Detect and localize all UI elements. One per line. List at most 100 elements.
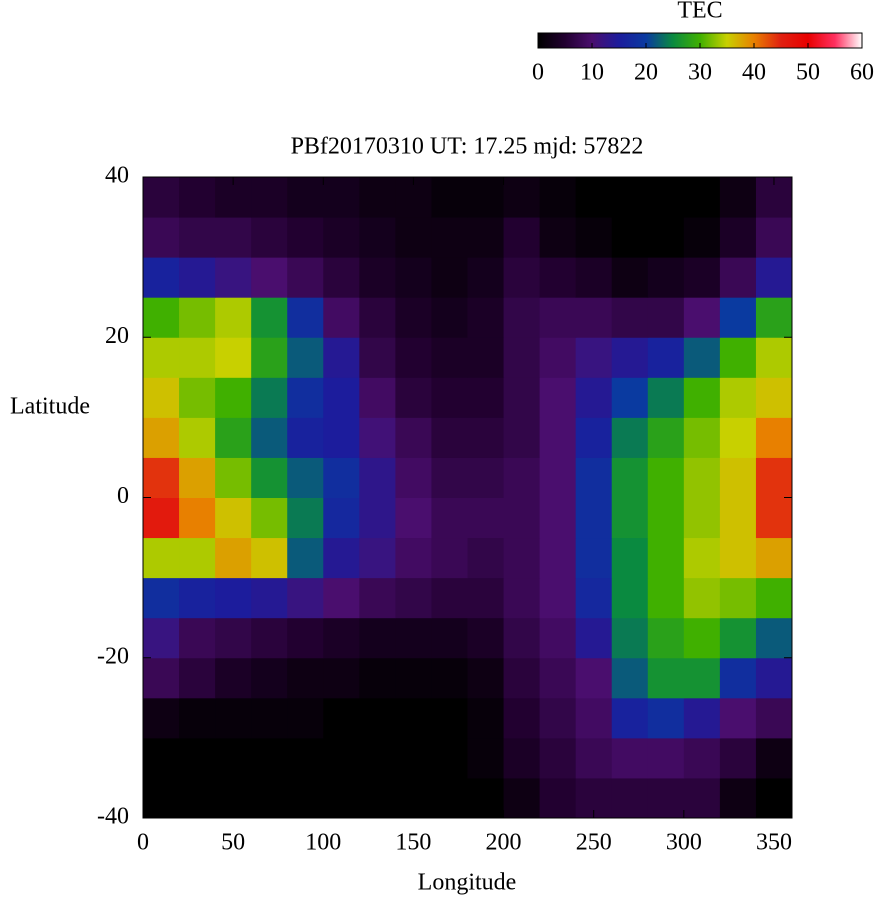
x-tick-label: 0 <box>137 830 149 856</box>
heatmap-cell <box>179 497 216 539</box>
heatmap-cell <box>179 697 216 739</box>
heatmap-cell <box>251 217 288 258</box>
x-tick-label: 300 <box>666 830 702 856</box>
heatmap-cell <box>323 457 360 498</box>
heatmap-cell <box>287 177 324 218</box>
heatmap-cell <box>719 497 757 539</box>
heatmap-cell <box>503 337 541 378</box>
x-tick-label: 150 <box>395 830 431 856</box>
heatmap-cell <box>539 577 577 619</box>
heatmap-cell <box>755 417 793 458</box>
heatmap-cell <box>467 337 505 378</box>
heatmap-cell <box>323 297 360 338</box>
heatmap-cell <box>431 377 468 418</box>
heatmap-cell <box>143 337 180 378</box>
heatmap-cell <box>215 617 252 659</box>
y-axis-label: Latitude <box>10 394 90 420</box>
heatmap-cell <box>359 537 396 579</box>
heatmap-cell <box>395 697 432 739</box>
heatmap-cell <box>395 337 432 378</box>
heatmap-cell <box>683 177 721 218</box>
heatmap-cell <box>287 537 324 579</box>
heatmap-cell <box>431 457 468 498</box>
heatmap-cell <box>575 617 613 659</box>
heatmap-cell <box>395 377 432 418</box>
heatmap-cell <box>251 777 288 819</box>
heatmap-cell <box>539 257 577 298</box>
heatmap-cell <box>143 617 180 659</box>
heatmap-cell <box>287 417 324 458</box>
heatmap-cell <box>683 497 721 539</box>
heatmap-cell <box>503 377 541 418</box>
heatmap-cell <box>215 337 252 378</box>
heatmap-cell <box>719 337 757 378</box>
heatmap-cell <box>575 297 613 338</box>
heatmap-cell <box>539 537 577 579</box>
heatmap-cell <box>431 337 468 378</box>
heatmap-cell <box>251 537 288 579</box>
heatmap-cell <box>287 777 324 819</box>
heatmap-cell <box>683 577 721 619</box>
heatmap-cell <box>251 697 288 739</box>
heatmap-cell <box>359 417 396 458</box>
heatmap-cell <box>431 657 468 699</box>
heatmap-cell <box>611 537 649 579</box>
heatmap-cell <box>503 457 541 498</box>
heatmap-cell <box>179 257 216 298</box>
heatmap-cell <box>467 497 505 539</box>
heatmap-cell <box>719 257 757 298</box>
heatmap-cell <box>647 257 685 298</box>
heatmap-cell <box>611 657 649 699</box>
heatmap-cell <box>719 737 757 779</box>
heatmap-cell <box>611 577 649 619</box>
heatmap-cell <box>539 697 577 739</box>
heatmap-cell <box>503 417 541 458</box>
heatmap-cell <box>611 217 649 258</box>
heatmap-cell <box>359 497 396 539</box>
heatmap-cell <box>287 217 324 258</box>
x-axis-label: Longitude <box>418 870 517 896</box>
heatmap-cell <box>683 337 721 378</box>
heatmap-cell <box>683 617 721 659</box>
colorbar-tick-label: 0 <box>532 60 544 86</box>
heatmap-cell <box>539 417 577 458</box>
heatmap-cell <box>143 537 180 579</box>
heatmap-cell <box>359 617 396 659</box>
heatmap-cell <box>179 617 216 659</box>
heatmap-cell <box>575 577 613 619</box>
colorbar-label: TEC <box>677 0 722 24</box>
heatmap-cell <box>431 297 468 338</box>
heatmap-cell <box>251 257 288 298</box>
heatmap-cell <box>359 457 396 498</box>
heatmap-cell <box>251 497 288 539</box>
x-tick-label: 100 <box>305 830 341 856</box>
heatmap-cell <box>719 697 757 739</box>
heatmap-cell <box>323 577 360 619</box>
heatmap-cell <box>539 777 577 819</box>
heatmap-cell <box>467 697 505 739</box>
heatmap-cell <box>323 217 360 258</box>
heatmap-cell <box>647 577 685 619</box>
heatmap-cell <box>467 617 505 659</box>
heatmap-cell <box>215 657 252 699</box>
heatmap-cell <box>215 737 252 779</box>
heatmap-cell <box>719 537 757 579</box>
heatmap-cell <box>647 697 685 739</box>
heatmap-cell <box>143 497 180 539</box>
heatmap-cell <box>359 177 396 218</box>
heatmap-cell <box>215 417 252 458</box>
heatmap-cell <box>179 217 216 258</box>
heatmap-cell <box>359 257 396 298</box>
heatmap-cell <box>359 777 396 819</box>
heatmap-cell <box>143 457 180 498</box>
heatmap-cell <box>647 617 685 659</box>
heatmap-cell <box>179 657 216 699</box>
heatmap-cell <box>575 217 613 258</box>
heatmap-cell <box>719 217 757 258</box>
heatmap-cell <box>647 377 685 418</box>
heatmap-cell <box>323 497 360 539</box>
heatmap-cell <box>755 577 793 619</box>
heatmap-cell <box>215 377 252 418</box>
heatmap-cell <box>683 537 721 579</box>
heatmap-cell <box>467 537 505 579</box>
